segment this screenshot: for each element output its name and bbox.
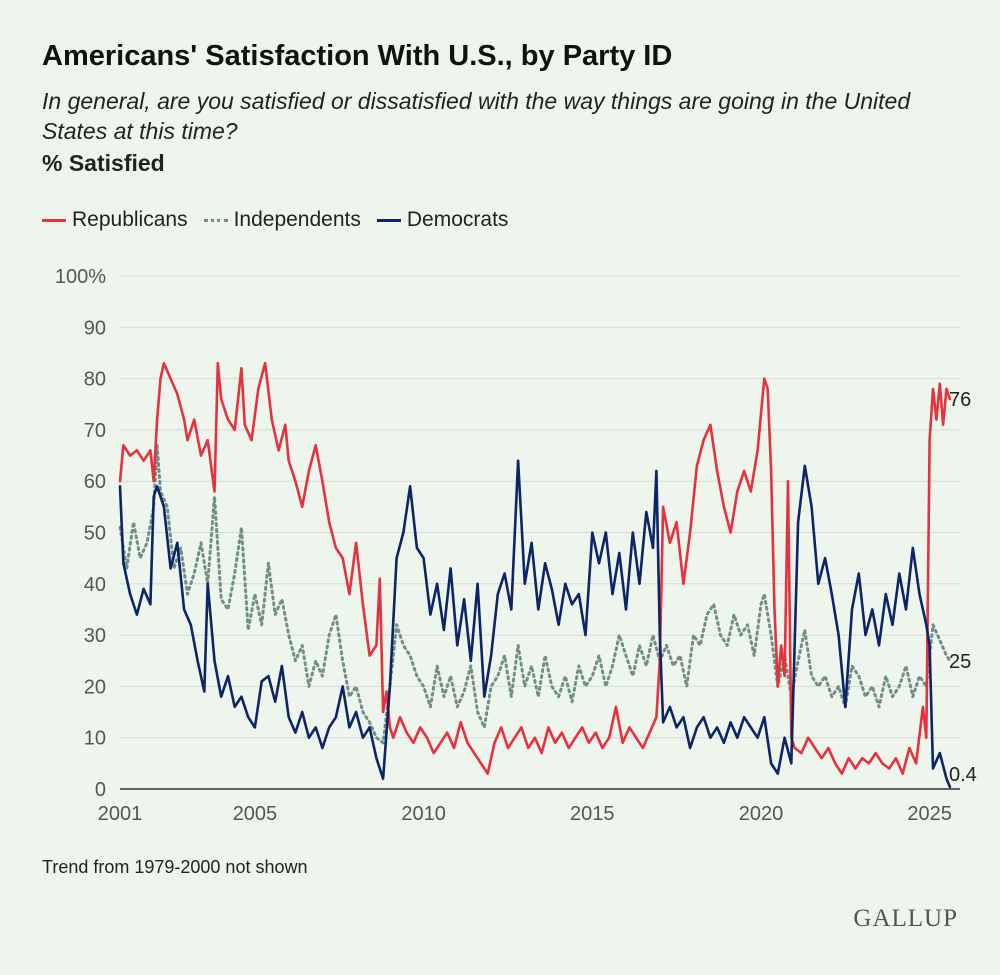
- series-line-independents: [118, 443, 952, 745]
- series-line-democrats: [118, 459, 952, 789]
- x-tick-label: 2001: [98, 803, 143, 825]
- y-tick-label: 60: [84, 471, 106, 493]
- legend-label-independents: Independents: [233, 208, 361, 231]
- legend-label-democrats: Democrats: [406, 208, 509, 231]
- x-tick-label: 2015: [570, 803, 615, 825]
- y-tick-label: 90: [84, 317, 106, 339]
- end-label-republicans: 76: [949, 389, 971, 411]
- legend-swatch-democrats: [376, 218, 401, 222]
- series-line-republicans: [118, 361, 952, 775]
- footnote: Trend from 1979-2000 not shown: [42, 857, 308, 877]
- x-tick-label: 2020: [739, 803, 784, 825]
- legend-swatch-independents: [203, 218, 228, 222]
- y-tick-label: 0: [95, 779, 106, 801]
- x-tick-label: 2010: [401, 803, 446, 825]
- legend: Republicans Independents Democrats: [42, 208, 524, 232]
- chart-title: Americans' Satisfaction With U.S., by Pa…: [42, 40, 673, 72]
- y-tick-label: 100%: [55, 266, 106, 288]
- legend-label-republicans: Republicans: [72, 208, 188, 231]
- measure-label: % Satisfied: [42, 150, 165, 176]
- end-label-independents: 25: [949, 651, 971, 673]
- legend-swatch-republicans: [42, 218, 66, 222]
- chart-subtitle: In general, are you satisfied or dissati…: [42, 88, 911, 144]
- y-tick-label: 80: [84, 369, 106, 391]
- y-tick-label: 70: [84, 420, 106, 442]
- y-tick-label: 40: [84, 574, 106, 596]
- y-tick-label: 50: [84, 523, 106, 545]
- x-tick-label: 2005: [233, 803, 278, 825]
- legend-item-independents: Independents: [203, 208, 361, 232]
- gallup-logo: GALLUP: [853, 905, 958, 932]
- legend-item-republicans: Republicans: [42, 208, 188, 232]
- y-tick-label: 10: [84, 728, 106, 750]
- legend-item-democrats: Democrats: [376, 208, 509, 232]
- y-tick-label: 30: [84, 625, 106, 647]
- x-tick-label: 2025: [907, 803, 952, 825]
- end-label-democrats: 0.4: [949, 764, 977, 786]
- y-tick-label: 20: [84, 676, 106, 698]
